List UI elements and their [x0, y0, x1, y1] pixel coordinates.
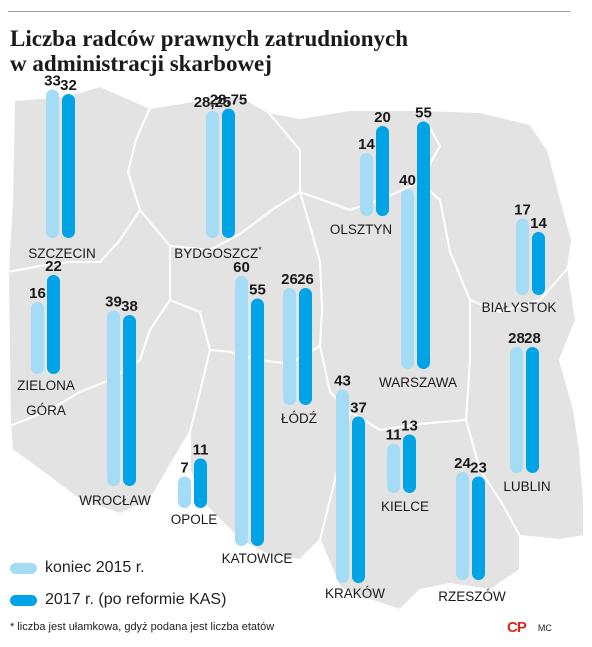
city-label-olsztyn: OLSZTYN [330, 222, 392, 237]
bar-szczecin-2015 [46, 89, 59, 238]
bar-wroclaw-2017 [123, 315, 136, 486]
value-label-opole-2015: 7 [180, 460, 188, 477]
bar-opole-2015 [178, 476, 191, 508]
legend-item-2017: 2017 r. (po reformie KAS) [10, 591, 226, 609]
bar-rzeszow-2015 [456, 472, 469, 580]
city-label-lodz: ŁÓDŹ [281, 411, 317, 426]
value-label-kielce-2015: 11 [386, 427, 402, 444]
value-label-wroclaw-2015: 39 [105, 294, 122, 311]
city-label-rzeszow: RZESZÓW [438, 589, 506, 604]
bar-lublin-2015 [510, 347, 523, 473]
value-label-warszawa-2015: 40 [399, 172, 416, 189]
bar-opole-2017 [194, 458, 207, 508]
value-label-kielce-2017: 13 [401, 418, 418, 435]
city-label-katowice: KATOWICE [222, 551, 293, 566]
top-rule [8, 11, 570, 12]
city-labels-layer: SZCZECIN BYDGOSZCZ* OLSZTYN WARSZAWA BIAŁYST… [17, 222, 556, 604]
city-label-kielce: KIELCE [381, 499, 429, 514]
city-label-opole: OPOLE [171, 512, 218, 527]
city-label-krakow: KRAKÓW [325, 586, 385, 601]
bar-kielce-2017 [403, 434, 416, 493]
value-label-rzeszow-2017: 23 [470, 460, 487, 477]
value-label-opole-2017: 11 [193, 442, 209, 459]
bar-olsztyn-2017 [376, 126, 389, 216]
city-label-wroclaw: WROCŁAW [79, 493, 151, 508]
bar-katowice-2017 [251, 298, 264, 546]
bar-lublin-2017 [526, 347, 539, 473]
bar-kielce-2015 [387, 443, 400, 493]
value-label-wroclaw-2017: 38 [121, 298, 138, 315]
value-label-bialystok-2015: 17 [514, 202, 531, 219]
legend-swatch-2017 [10, 594, 37, 606]
value-label-lublin-2017: 28 [524, 330, 541, 347]
value-label-szczecin-2015: 33 [44, 73, 61, 90]
value-label-bydgoszcz-2015: 28,25 [194, 94, 232, 111]
bar-olsztyn-2015 [360, 153, 373, 216]
chart-title-line-2: w administracji skarbowej [10, 51, 272, 76]
value-label-lodz-2015: 26 [281, 271, 298, 288]
city-label-szczecin: SZCZECIN [28, 246, 96, 261]
bar-lodz-2017 [299, 288, 312, 405]
value-label-olsztyn-2017: 20 [374, 109, 391, 126]
value-label-szczecin-2017: 32 [60, 77, 77, 94]
legend-label-2017: 2017 r. (po reformie KAS) [45, 591, 227, 608]
bar-warszawa-2015 [401, 189, 414, 369]
value-label-zielona-gora-2017: 22 [45, 258, 62, 275]
bar-zielona-gora-2015 [31, 302, 44, 374]
bar-bydgoszcz-2015 [206, 110, 219, 238]
value-label-rzeszow-2015: 24 [454, 455, 471, 472]
bar-katowice-2015 [235, 276, 248, 546]
city-label-bialystok: BIAŁYSTOK [482, 300, 557, 315]
cp-logo-icon: CP [507, 619, 527, 636]
bar-wroclaw-2015 [107, 310, 120, 486]
value-label-katowice-2015: 60 [233, 259, 250, 276]
value-label-lublin-2015: 28 [508, 330, 525, 347]
legend-label-2015: koniec 2015 r. [45, 559, 145, 576]
bars-layer [31, 89, 545, 583]
bar-bialystok-2015 [516, 218, 529, 295]
map-region-south [318, 410, 521, 612]
publisher-logo: CP MC [507, 619, 552, 636]
city-label-lublin: LUBLIN [503, 479, 550, 494]
bar-zielona-gora-2017 [47, 275, 60, 374]
value-label-katowice-2017: 55 [249, 282, 266, 299]
chart-title-line-1: Liczba radców prawnych zatrudnionych [10, 26, 409, 51]
value-label-olsztyn-2015: 14 [358, 136, 375, 153]
value-label-zielona-gora-2015: 16 [29, 285, 46, 302]
bar-krakow-2017 [352, 416, 365, 583]
value-label-bialystok-2017: 14 [530, 215, 547, 232]
bar-rzeszow-2017 [472, 476, 485, 580]
value-label-warszawa-2017: 55 [415, 105, 432, 122]
bar-bialystok-2017 [532, 232, 545, 295]
legend-swatch-2015 [10, 562, 37, 574]
bar-bydgoszcz-2017 [222, 108, 235, 238]
value-label-lodz-2017: 26 [297, 271, 314, 288]
chart-title: Liczba radców prawnych zatrudnionych w a… [10, 26, 570, 76]
value-label-bydgoszcz-2017: 28,75 [210, 92, 248, 109]
footnote: * liczba jest ułamkowa, gdyż podana jest… [10, 621, 275, 633]
value-label-krakow-2017: 37 [350, 400, 367, 417]
bar-warszawa-2017 [417, 121, 430, 369]
value-label-krakow-2015: 43 [334, 373, 351, 390]
city-label-zielona-gora-line-1: ZIELONA [17, 378, 75, 393]
city-label-warszawa: WARSZAWA [379, 375, 457, 390]
author-initials: MC [537, 622, 552, 633]
bar-krakow-2015 [336, 389, 349, 583]
bar-szczecin-2017 [62, 94, 75, 238]
legend-item-2015: koniec 2015 r. [10, 559, 145, 577]
city-label-zielona-gora-line-2: GÓRA [26, 403, 66, 418]
city-label-bydgoszcz: BYDGOSZCZ* [174, 245, 262, 261]
bar-lodz-2015 [283, 288, 296, 405]
